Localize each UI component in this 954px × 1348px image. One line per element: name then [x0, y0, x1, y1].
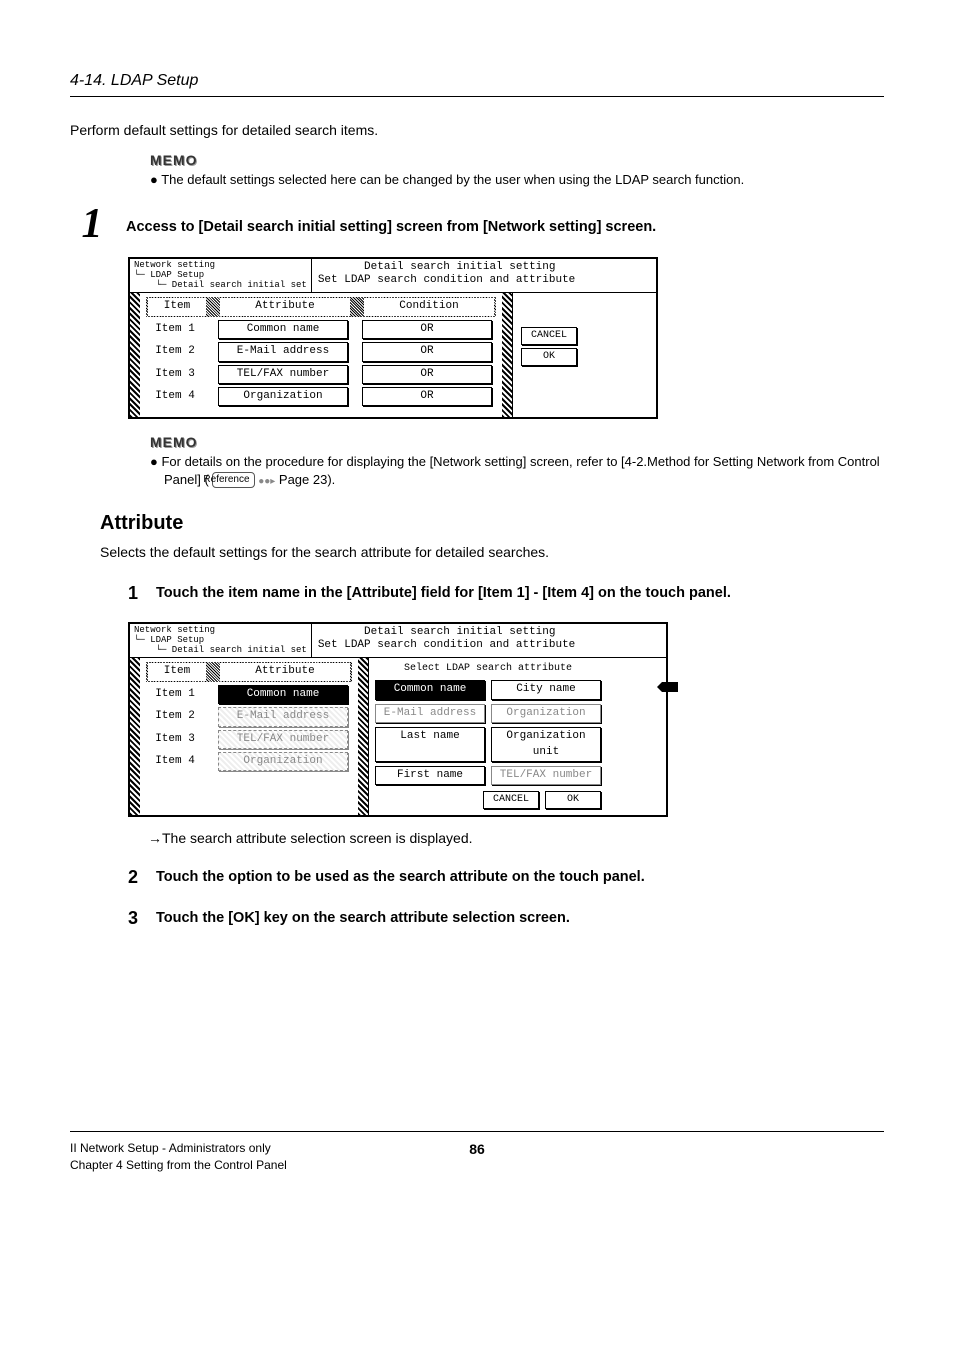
panel1-cancel-button[interactable]: CANCEL: [521, 327, 577, 345]
panel2-title: Detail search initial setting Set LDAP s…: [312, 624, 666, 658]
substep-1-num: 1: [128, 581, 146, 606]
memo-label: MEMO: [150, 151, 198, 171]
memo-1-line: The default settings selected here can b…: [150, 171, 884, 189]
substep-3-num: 3: [128, 906, 146, 931]
figure-2: Network setting └─ LDAP Setup └─ Detail …: [128, 622, 884, 821]
panel1-col-attr: Attribute: [220, 298, 350, 315]
panel1-row3-name: Item 3: [146, 367, 204, 382]
panel2-cancel-button[interactable]: CANCEL: [483, 791, 539, 809]
panel2-row1-name: Item 1: [146, 687, 204, 702]
panel2-row1-attr[interactable]: Common name: [218, 685, 348, 704]
panel2-row3-name: Item 3: [146, 732, 204, 747]
panel1-row2-name: Item 2: [146, 344, 204, 359]
opt-organization-unit[interactable]: Organization unit: [491, 727, 601, 762]
opt-tel-fax[interactable]: TEL/FAX number: [491, 766, 601, 785]
panel2-row2-name: Item 2: [146, 709, 204, 724]
opt-organization[interactable]: Organization: [491, 704, 601, 723]
opt-email-address[interactable]: E-Mail address: [375, 704, 485, 723]
page-footer: II Network Setup - Administrators only C…: [70, 1131, 884, 1174]
panel2-right-selector: Select LDAP search attribute Common name…: [368, 658, 607, 815]
substep-3-text: Touch the [OK] key on the search attribu…: [156, 906, 570, 931]
substep-1-text: Touch the item name in the [Attribute] f…: [156, 581, 731, 606]
page-number: 86: [469, 1140, 485, 1160]
opt-common-name[interactable]: Common name: [375, 680, 485, 699]
footer-line2: Chapter 4 Setting from the Control Panel: [70, 1157, 287, 1174]
panel2-col-attr: Attribute: [220, 663, 350, 680]
hatched-edge-right-2: [358, 658, 368, 815]
arrow-result-text: →The search attribute selection screen i…: [148, 829, 884, 849]
panel2-row4-attr[interactable]: Organization: [218, 752, 348, 771]
panel1-breadcrumb: Network setting └─ LDAP Setup └─ Detail …: [130, 259, 312, 293]
panel2-row3-attr[interactable]: TEL/FAX number: [218, 730, 348, 749]
panel1-row4-name: Item 4: [146, 389, 204, 404]
memo-2-line: For details on the procedure for display…: [150, 453, 884, 489]
panel1-row2-cond[interactable]: OR: [362, 342, 492, 361]
panel1-col-cond: Condition: [364, 298, 494, 315]
opt-first-name[interactable]: First name: [375, 766, 485, 785]
panel1-row4-cond[interactable]: OR: [362, 387, 492, 406]
panel1-row2-attr[interactable]: E-Mail address: [218, 342, 348, 361]
substep-2-text: Touch the option to be used as the searc…: [156, 865, 645, 890]
panel2-row2-attr[interactable]: E-Mail address: [218, 707, 348, 726]
panel1-row3-attr[interactable]: TEL/FAX number: [218, 365, 348, 384]
footer-line1: II Network Setup - Administrators only: [70, 1140, 287, 1157]
hatched-edge-left-2: [130, 658, 140, 815]
substep-2-num: 2: [128, 865, 146, 890]
panel2-row4-name: Item 4: [146, 754, 204, 769]
hatched-edge-right: [502, 293, 512, 417]
panel2-select-label: Select LDAP search attribute: [375, 662, 601, 676]
pointer-icon: [662, 682, 678, 692]
substep-3: 3 Touch the [OK] key on the search attri…: [128, 906, 884, 931]
panel2-col-item: Item: [148, 663, 206, 680]
opt-last-name[interactable]: Last name: [375, 727, 485, 762]
panel1-row1-attr[interactable]: Common name: [218, 320, 348, 339]
panel1-row1-name: Item 1: [146, 322, 204, 337]
reference-dots-icon: ●●▸: [258, 476, 275, 487]
panel1-row3-cond[interactable]: OR: [362, 365, 492, 384]
figure-1: Network setting └─ LDAP Setup └─ Detail …: [128, 257, 884, 423]
step-1-text: Access to [Detail search initial setting…: [126, 203, 656, 237]
attribute-heading: Attribute: [100, 509, 884, 537]
step-1-number: 1: [70, 203, 114, 245]
panel2-breadcrumb: Network setting └─ LDAP Setup └─ Detail …: [130, 624, 312, 658]
memo-label-2: MEMO: [150, 433, 198, 453]
panel1-row4-attr[interactable]: Organization: [218, 387, 348, 406]
panel2-ok-button[interactable]: OK: [545, 791, 601, 809]
memo-2-post: Page 23).: [275, 472, 335, 487]
panel1-col-item: Item: [148, 298, 206, 315]
panel1-table: Item Attribute Condition Item 1 Common na…: [140, 293, 502, 417]
memo-1: MEMO The default settings selected here …: [150, 151, 884, 189]
panel2-left-table: Item Attribute Item 1 Common name Item 2 E…: [140, 658, 358, 815]
substep-1: 1 Touch the item name in the [Attribute]…: [128, 581, 884, 606]
section-header: 4-14. LDAP Setup: [70, 70, 884, 97]
opt-city-name[interactable]: City name: [491, 680, 601, 699]
attribute-desc: Selects the default settings for the sea…: [100, 543, 884, 563]
memo-2: MEMO For details on the procedure for di…: [150, 433, 884, 489]
hatched-edge-left: [130, 293, 140, 417]
step-1: 1 Access to [Detail search initial setti…: [70, 203, 884, 245]
panel1-row1-cond[interactable]: OR: [362, 320, 492, 339]
substep-2: 2 Touch the option to be used as the sea…: [128, 865, 884, 890]
panel1-ok-button[interactable]: OK: [521, 348, 577, 366]
reference-badge: Reference: [212, 472, 254, 488]
intro-text: Perform default settings for detailed se…: [70, 121, 884, 141]
panel1-title: Detail search initial setting Set LDAP s…: [312, 259, 656, 293]
